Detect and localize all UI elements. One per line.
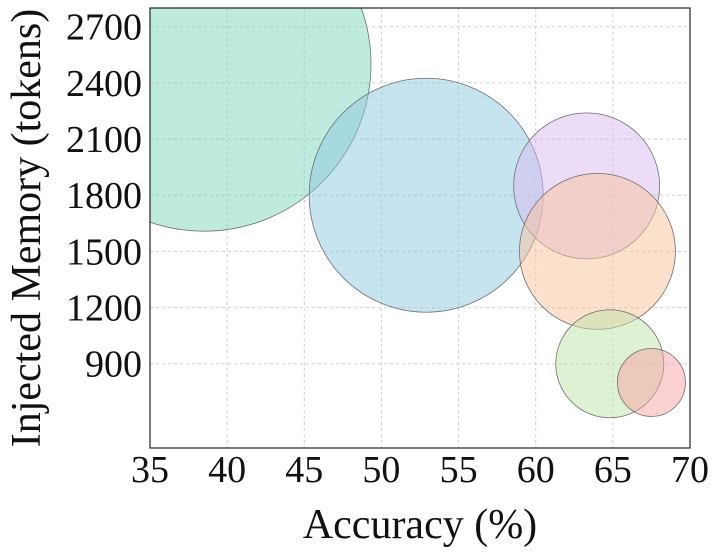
bubbles (150, 8, 686, 419)
x-tick-label: 45 (285, 449, 323, 491)
y-axis-label: Injected Memory (tokens) (4, 9, 50, 448)
y-tick-label: 2400 (66, 63, 142, 105)
y-tick-label: 2700 (66, 7, 142, 49)
bubble-2 (308, 77, 544, 313)
plot-frame (149, 7, 691, 449)
x-tick-label: 40 (208, 449, 246, 491)
x-tick-label: 55 (440, 449, 478, 491)
y-tick-label: 1800 (66, 175, 142, 217)
x-tick-label: 65 (594, 449, 632, 491)
x-tick-label: 70 (671, 449, 709, 491)
x-tick-label: 60 (517, 449, 555, 491)
y-tick-label: 1500 (66, 231, 142, 273)
x-tick-label: 50 (362, 449, 400, 491)
y-tick-label: 2100 (66, 119, 142, 161)
bubble-6 (617, 348, 686, 417)
x-axis-ticks: 35 40 45 50 55 60 65 70 (131, 449, 709, 491)
x-tick-label: 35 (131, 449, 169, 491)
y-axis-ticks: 900 1200 1500 1800 2100 2400 2700 (66, 7, 142, 386)
y-tick-label: 900 (85, 344, 142, 386)
bubble-4 (519, 173, 676, 330)
x-axis-label: Accuracy (%) (303, 502, 537, 548)
y-tick-label: 1200 (66, 288, 142, 330)
